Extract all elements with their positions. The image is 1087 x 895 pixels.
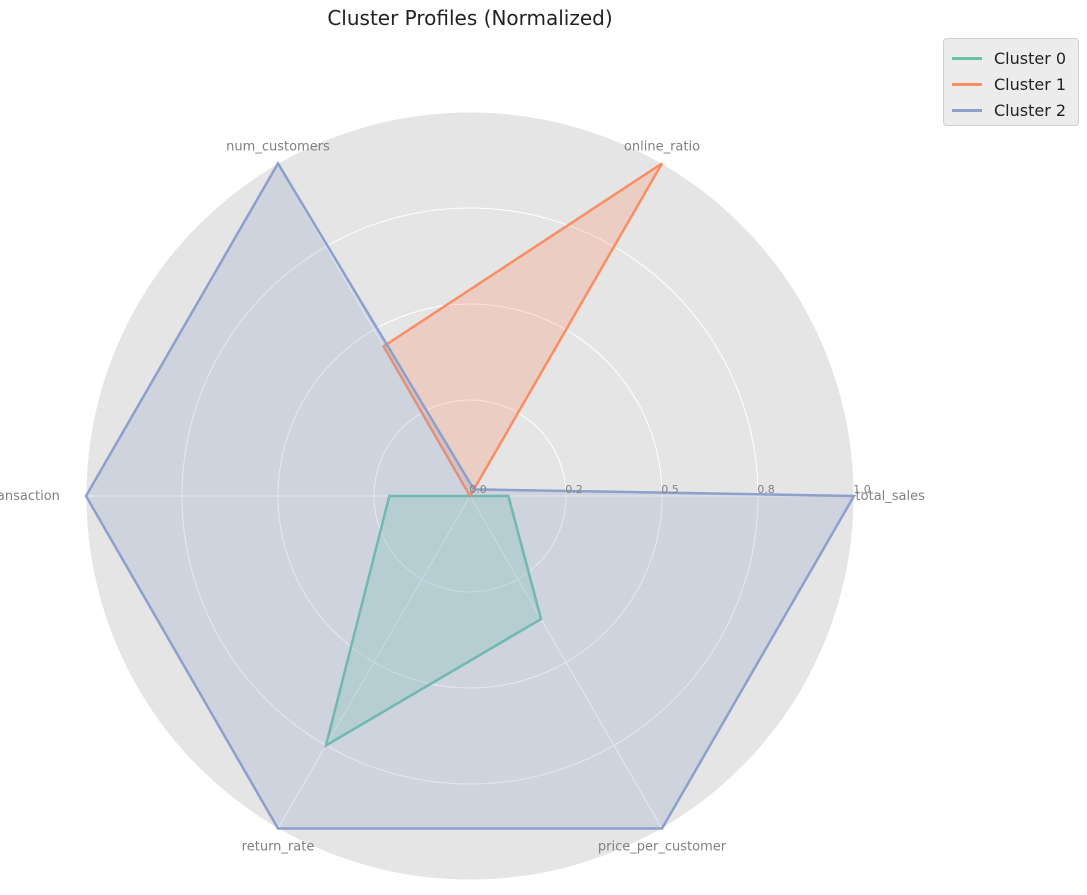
- legend-swatch-cluster-2: [952, 108, 982, 112]
- series-line-cluster-0: [324, 494, 543, 749]
- series-line-cluster-2: [84, 160, 857, 830]
- legend: Cluster 0 Cluster 1 Cluster 2: [943, 38, 1079, 126]
- radial-tick-label: 0.2: [565, 483, 583, 496]
- legend-item-cluster-1: Cluster 1: [952, 71, 1070, 97]
- radial-tick-label: 1.0: [853, 483, 871, 496]
- axis-label-avg-transaction: avg_transaction: [0, 489, 60, 504]
- axis-label-return-rate: return_rate: [242, 840, 315, 855]
- series-line-cluster-1: [381, 162, 664, 499]
- radial-tick-label: 0.8: [757, 483, 775, 496]
- axis-spoke: [469, 495, 663, 829]
- axis-label-total-sales: total_sales: [856, 489, 926, 504]
- axis-spoke: [277, 495, 471, 829]
- chart-title: Cluster Profiles (Normalized): [327, 6, 613, 30]
- legend-label-cluster-1: Cluster 1: [994, 74, 1067, 94]
- series-fill-cluster-0: [326, 496, 542, 746]
- axis-label-num-customers: num_customers: [226, 139, 330, 154]
- axis-label-price-per-customer: price_per_customer: [598, 840, 727, 855]
- radial-tick-label: 0.0: [469, 483, 487, 496]
- legend-label-cluster-2: Cluster 2: [994, 100, 1067, 120]
- axis-label-online-ratio: online_ratio: [624, 139, 700, 154]
- legend-swatch-cluster-1: [952, 82, 982, 86]
- legend-swatch-cluster-0: [952, 56, 982, 60]
- series-fill-cluster-1: [383, 163, 662, 497]
- legend-label-cluster-0: Cluster 0: [994, 48, 1067, 68]
- legend-item-cluster-0: Cluster 0: [952, 45, 1070, 71]
- radial-tick-label: 0.5: [661, 483, 679, 496]
- legend-item-cluster-2: Cluster 2: [952, 97, 1070, 123]
- series-fill-cluster-2: [86, 163, 854, 829]
